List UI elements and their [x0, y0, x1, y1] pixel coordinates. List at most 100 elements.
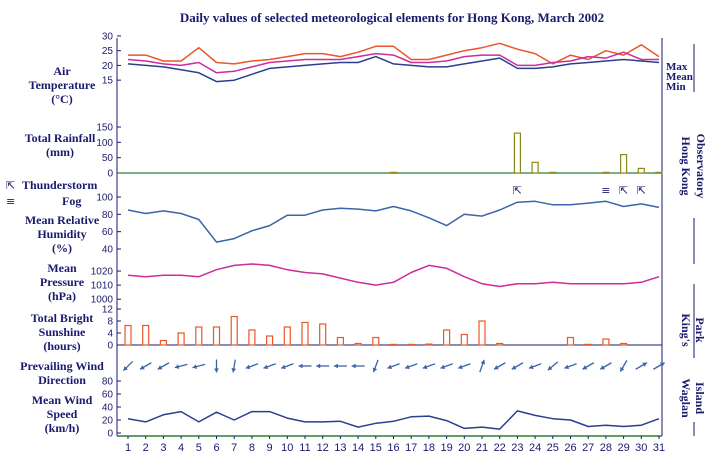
thunderstorm-legend-label: Thunderstorm [22, 178, 97, 192]
temperature-max-line [128, 42, 660, 65]
rainfall-bar [619, 154, 628, 174]
temperature-tick-label: 20 [102, 61, 114, 72]
humidity-label: (%) [52, 241, 72, 255]
data-marks: ⇱ ≡ ⇱ ⇱ [122, 42, 665, 430]
day-tick-label: 15 [370, 442, 382, 454]
day-tick-label: 7 [231, 442, 237, 454]
wind-direction-arrow-icon [298, 363, 312, 369]
sunshine-bar [619, 342, 628, 346]
station-label-hong-kong-observatory: Hong Kong [679, 136, 693, 195]
fog-icon: ≡ [601, 184, 610, 197]
wind-direction-arrow-icon [422, 363, 436, 370]
wind-direction-arrow-icon [214, 359, 219, 373]
sunshine-bar [195, 326, 203, 346]
rainfall-label: Total Rainfall [25, 131, 96, 145]
wind-direction-arrow-icon [280, 363, 294, 370]
rainfall-bar [389, 171, 398, 174]
wind-speed-label: Mean Wind [32, 393, 93, 407]
sunshine-bar [159, 339, 167, 346]
sunshine-bar [283, 326, 291, 346]
sunshine-bar [407, 343, 415, 346]
sunshine-bar [443, 329, 451, 346]
day-tick-label: 22 [494, 442, 506, 454]
sunshine-tick-label: 8 [107, 317, 113, 328]
station-label-hong-kong-observatory: Observatory [694, 134, 708, 199]
day-tick-label: 21 [476, 442, 488, 454]
sunshine-bar [266, 335, 274, 346]
wind-direction-arrow-icon [547, 361, 559, 371]
sunshine-label: Sunshine [39, 325, 86, 339]
day-tick-label: 17 [405, 442, 417, 454]
wind-direction-arrow-icon [457, 363, 471, 370]
station-label-kings-park: King's [679, 313, 693, 347]
temperature-min-line [127, 55, 660, 83]
sunshine-label: Total Bright [31, 311, 94, 325]
station-labels: Hong Kong Observatory King's Park Waglan Isla… [679, 44, 708, 436]
wind-direction-arrow-icon [316, 363, 330, 369]
wind-speed-tick-label: 60 [102, 390, 114, 401]
wind-speed-label: (km/h) [45, 421, 80, 435]
wind-direction-label: Direction [38, 373, 86, 387]
wind-direction-arrow-icon [351, 363, 365, 369]
panel-labels: AirTemperature(°C)15202530MaxMeanMinTota… [6, 31, 693, 439]
sunshine-bar [124, 324, 132, 346]
rainfall-tick-label: 50 [102, 153, 114, 164]
wind-speed-line [127, 410, 660, 430]
sunshine-bar [336, 336, 344, 346]
wind-direction-arrow-icon [528, 363, 542, 370]
wind-direction-arrow-icon [157, 362, 170, 370]
day-tick-label: 10 [281, 442, 293, 454]
sunshine-bar [566, 336, 575, 346]
day-tick-label: 5 [196, 442, 202, 454]
rainfall-tick-label: 0 [107, 169, 113, 180]
day-axis: 1 2 3 4 5 6 7 8 9 10 11 12 13 14 15 16 17 18 19 20 21 22 23 24 2… [125, 436, 665, 454]
sunshine-bar [460, 333, 468, 346]
wind-direction-arrow-icon [582, 362, 595, 370]
sunshine-bar [389, 343, 398, 346]
day-tick-label: 20 [458, 442, 470, 454]
rainfall-label: (mm) [46, 145, 74, 159]
sunshine-tick-label: 0 [107, 341, 113, 352]
thunderstorm-icon: ⇱ [513, 184, 522, 197]
station-label-waglan-island: Island [693, 382, 707, 414]
sunshine-bar [230, 315, 238, 346]
thunderstorm-icon: ⇱ [619, 184, 628, 197]
day-tick-label: 12 [317, 442, 329, 454]
station-label-waglan-island: Waglan [679, 378, 693, 418]
humidity-label: Mean Relative [25, 213, 100, 227]
sunshine-bar [142, 324, 150, 346]
pressure-tick-label: 1020 [91, 267, 114, 278]
wind-speed-label: Speed [47, 407, 78, 421]
wind-direction-arrow-icon [139, 362, 152, 370]
sunshine-bar [301, 321, 309, 346]
temperature-label: Temperature [29, 78, 96, 92]
day-tick-label: 25 [547, 442, 559, 454]
sunshine-bar [212, 326, 221, 346]
wind-direction-arrow-icon [387, 363, 400, 370]
wind-direction-arrow-icon [404, 363, 418, 370]
day-tick-label: 14 [352, 442, 364, 454]
wind-direction-arrow-icon [564, 363, 577, 370]
wind-speed-tick-label: 40 [102, 403, 114, 414]
pressure-line [127, 263, 660, 288]
day-tick-label: 6 [213, 442, 219, 454]
pressure-label: (hPa) [48, 289, 76, 303]
temperature-mean-line [127, 51, 659, 74]
wind-direction-arrow-icon [245, 363, 259, 370]
wind-direction-arrow-icon [192, 363, 206, 369]
wind-direction-arrow-icon [122, 360, 134, 372]
rainfall-tick-label: 100 [96, 138, 113, 149]
chart-title: Daily values of selected meteorological … [180, 10, 604, 25]
wind-direction-arrow-icon [599, 362, 612, 370]
wind-direction-arrow-icon [333, 363, 347, 369]
day-tick-label: 23 [511, 442, 523, 454]
day-tick-label: 4 [178, 442, 184, 454]
sunshine-bar [496, 342, 504, 346]
wind-direction-arrow-icon [653, 362, 665, 370]
temperature-legend-mean: Mean [666, 71, 693, 83]
humidity-tick-label: 100 [96, 193, 113, 204]
humidity-line [127, 200, 660, 243]
day-tick-label: 28 [600, 442, 612, 454]
fog-legend-icon: ≡ [6, 195, 15, 208]
day-tick-label: 3 [160, 442, 166, 454]
